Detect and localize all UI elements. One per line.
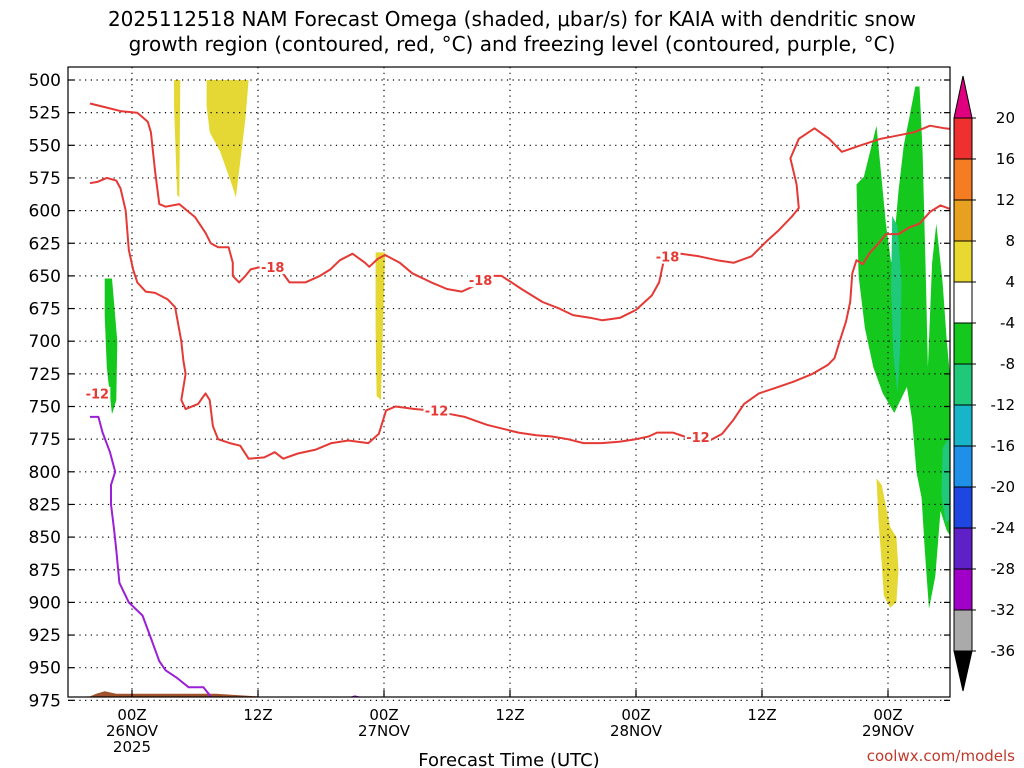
y-tick-label-12: 800 bbox=[29, 463, 61, 483]
x-tick-label-6-1: 29NOV bbox=[862, 722, 915, 740]
colorbar-label-4: 4 bbox=[1005, 273, 1015, 291]
colorbar-label-8: -16 bbox=[991, 437, 1016, 455]
colorbar-swatch-2 bbox=[953, 199, 973, 242]
omega-area-6 bbox=[941, 435, 950, 524]
colorbar-label-13: -36 bbox=[991, 642, 1016, 660]
colorbar-label-9: -20 bbox=[991, 478, 1016, 496]
contour-label-5: -12 bbox=[686, 431, 710, 446]
contour-label-bg-4 bbox=[423, 403, 450, 418]
y-tick-label-13: 825 bbox=[29, 495, 61, 515]
contour-label-bg-0 bbox=[259, 260, 286, 275]
colorbar-swatch-5 bbox=[953, 322, 973, 365]
x-tick-label-2-0: 00Z bbox=[369, 706, 398, 724]
omega-area-7 bbox=[876, 478, 899, 608]
y-tick-label-18: 950 bbox=[29, 659, 61, 679]
colorbar: 20 16 12 8 4 -4 -8 -12 -16 -20 -24 -28 -32 -36 bbox=[953, 75, 1016, 692]
x-tick-label-5-0: 12Z bbox=[747, 706, 776, 724]
contour-label-0: -18 bbox=[261, 261, 285, 276]
y-tick-label-6: 650 bbox=[29, 267, 61, 287]
x-tick-label-1-0: 12Z bbox=[243, 706, 272, 724]
omega-area-5 bbox=[891, 215, 902, 394]
y-tick-label-3: 575 bbox=[29, 169, 61, 189]
y-tick-label-2: 550 bbox=[29, 136, 61, 156]
contour-label-bg-2 bbox=[654, 249, 681, 264]
contour-label-2: -18 bbox=[656, 251, 680, 266]
colorbar-label-6: -8 bbox=[1000, 355, 1015, 373]
colorbar-label-0: 20 bbox=[996, 109, 1015, 127]
contour-label-3: -12 bbox=[86, 388, 110, 403]
contour-label-bg-5 bbox=[684, 429, 711, 444]
x-tick-label-4-0: 00Z bbox=[621, 706, 650, 724]
colorbar-swatch-7 bbox=[953, 404, 973, 447]
y-tick-label-7: 675 bbox=[29, 300, 61, 320]
colorbar-label-11: -28 bbox=[991, 560, 1016, 578]
colorbar-swatch-9 bbox=[953, 486, 973, 529]
y-tick-label-1: 525 bbox=[29, 104, 61, 124]
colorbar-swatch-0 bbox=[953, 117, 973, 160]
y-tick-label-11: 775 bbox=[29, 430, 61, 450]
contour-label-4: -12 bbox=[425, 405, 449, 420]
y-tick-label-16: 900 bbox=[29, 593, 61, 613]
colorbar-swatch-1 bbox=[953, 158, 973, 201]
y-tick-label-19: 975 bbox=[29, 691, 61, 711]
y-tick-label-15: 875 bbox=[29, 561, 61, 581]
freezing-contour-0 bbox=[90, 415, 213, 697]
omega-area-2 bbox=[104, 278, 118, 415]
colorbar-bottom-arrow bbox=[953, 650, 973, 692]
x-tick-label-4-1: 28NOV bbox=[610, 722, 663, 740]
omega-area-0 bbox=[174, 80, 181, 198]
x-tick-label-3-0: 12Z bbox=[495, 706, 524, 724]
y-tick-label-5: 625 bbox=[29, 234, 61, 254]
y-tick-label-0: 500 bbox=[29, 71, 61, 91]
x-tick-label-0-1: 26NOV bbox=[106, 722, 159, 740]
colorbar-label-5: -4 bbox=[1000, 314, 1015, 332]
colorbar-swatch-6 bbox=[953, 363, 973, 406]
colorbar-swatch-12 bbox=[953, 609, 973, 652]
contours: -18 -18 -18 -12 -12 -12 bbox=[84, 102, 950, 697]
omega-area-4 bbox=[856, 86, 950, 609]
contour-label-1: -18 bbox=[469, 274, 493, 289]
colorbar-label-2: 12 bbox=[996, 191, 1015, 209]
colorbar-label-1: 16 bbox=[996, 150, 1015, 168]
y-tick-label-14: 850 bbox=[29, 528, 61, 548]
y-tick-label-17: 925 bbox=[29, 626, 61, 646]
chart-title-line-2: growth region (contoured, red, °C) and f… bbox=[129, 32, 896, 56]
colorbar-swatch-10 bbox=[953, 527, 973, 570]
colorbar-label-10: -24 bbox=[991, 519, 1016, 537]
x-tick-label-6-0: 00Z bbox=[873, 706, 902, 724]
y-axis: 500 525 550 575 600 625 650 675 700 725 750 775 800 8… bbox=[29, 71, 950, 711]
omega-area-3 bbox=[375, 252, 386, 400]
plot-frame bbox=[67, 66, 951, 698]
grid bbox=[68, 67, 950, 701]
x-tick-label-0-0: 00Z bbox=[117, 706, 146, 724]
colorbar-swatch-3 bbox=[953, 240, 973, 283]
omega-shading bbox=[104, 80, 950, 609]
x-axis-label: Forecast Time (UTC) bbox=[418, 750, 599, 768]
contour-label-bg-3 bbox=[84, 386, 111, 401]
x-tick-label-0-2: 2025 bbox=[113, 738, 151, 756]
colorbar-label-3: 8 bbox=[1005, 232, 1015, 250]
x-tick-label-2-1: 27NOV bbox=[358, 722, 411, 740]
y-tick-label-8: 700 bbox=[29, 332, 61, 352]
dgz-contour-1 bbox=[89, 176, 950, 460]
y-tick-label-9: 725 bbox=[29, 365, 61, 385]
credit-text: coolwx.com/models bbox=[867, 747, 1015, 765]
chart-title-line-1: 2025112518 NAM Forecast Omega (shaded, μ… bbox=[108, 7, 916, 31]
colorbar-top-arrow bbox=[953, 75, 973, 119]
colorbar-swatch-11 bbox=[953, 568, 973, 611]
colorbar-label-7: -12 bbox=[991, 396, 1016, 414]
y-tick-label-4: 600 bbox=[29, 202, 61, 222]
colorbar-swatch-4 bbox=[953, 281, 973, 324]
colorbar-label-12: -32 bbox=[991, 601, 1016, 619]
omega-area-1 bbox=[206, 80, 249, 198]
y-tick-label-10: 750 bbox=[29, 398, 61, 418]
colorbar-swatch-8 bbox=[953, 445, 973, 488]
contour-label-bg-1 bbox=[467, 273, 494, 288]
freezing-contour-1 bbox=[349, 695, 362, 697]
